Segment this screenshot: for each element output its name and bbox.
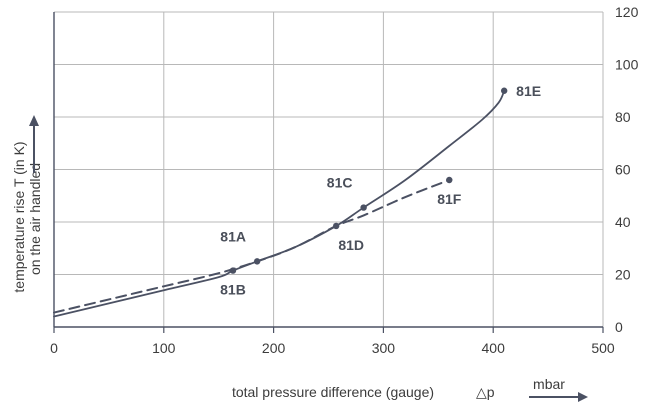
y-tick-label-0: 0 [615, 319, 623, 335]
point-81f [446, 176, 453, 184]
y-axis-label-line2: on the air handled [27, 163, 43, 275]
point-label-81a: 81A [220, 228, 246, 244]
x-tick-label-3: 300 [372, 340, 396, 356]
point-label-81f: 81F [437, 191, 462, 207]
x-tick-label-2: 200 [262, 340, 286, 356]
y-axis-label-line1: temperature rise T (in K) [11, 141, 27, 292]
x-axis-unit: mbar [533, 376, 565, 392]
x-tick-label-5: 500 [591, 340, 615, 356]
point-81e [500, 87, 508, 94]
x-axis-label: total pressure difference (gauge) [232, 384, 434, 400]
x-unit-arrow [529, 392, 588, 402]
y-tick-label-4: 80 [615, 109, 631, 125]
point-81b [229, 267, 237, 274]
x-tick-label-4: 400 [482, 340, 506, 356]
x-axis-symbol: △p [476, 384, 495, 400]
y-tick-label-3: 60 [615, 162, 631, 178]
dashed-series-line [53, 179, 451, 314]
point-label-81e: 81E [516, 83, 541, 99]
point-81c [360, 204, 367, 211]
point-81d [332, 222, 340, 230]
point-label-81d: 81D [338, 237, 364, 253]
point-label-81c: 81C [327, 175, 353, 191]
y-label-arrow [29, 115, 39, 173]
point-label-81b: 81B [220, 282, 246, 298]
series-lines [53, 89, 506, 318]
x-tick-label-1: 100 [152, 340, 176, 356]
y-tick-label-5: 100 [615, 57, 639, 73]
data-points: 81A 81B 81C 81D 81E 81F [220, 83, 541, 298]
gridlines [53, 11, 604, 328]
point-81a [253, 258, 261, 265]
x-tick-label-0: 0 [50, 340, 58, 356]
y-tick-label-6: 120 [615, 4, 639, 20]
axes [53, 12, 604, 333]
y-tick-label-1: 20 [615, 267, 631, 283]
y-tick-label-2: 40 [615, 214, 631, 230]
